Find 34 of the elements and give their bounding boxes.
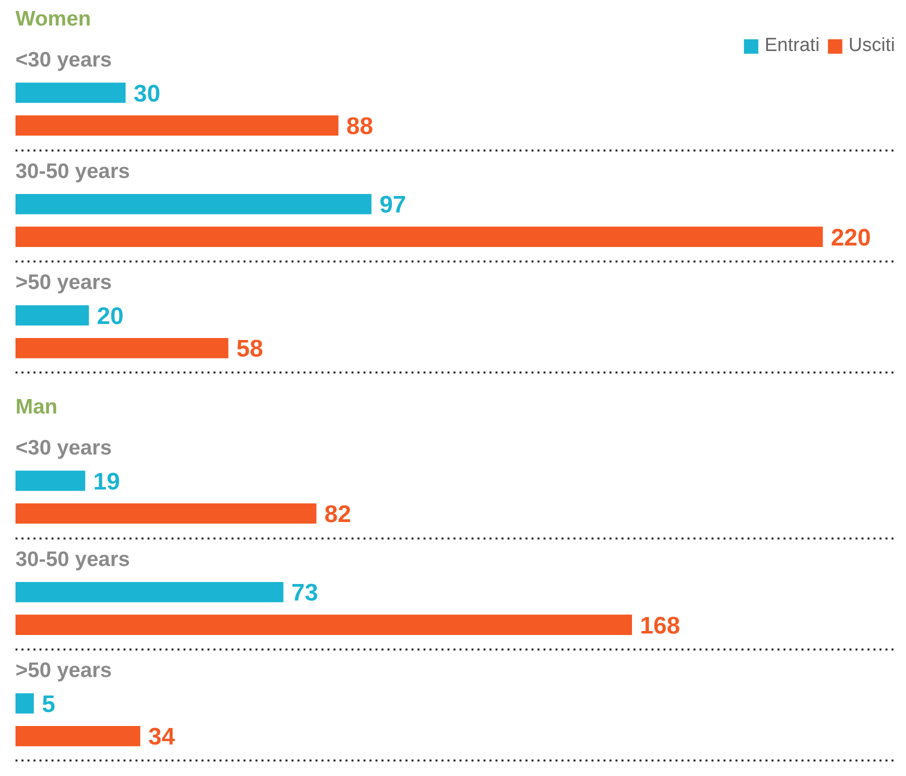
chart-title: Women [16, 8, 91, 30]
data-label: 73 [291, 580, 318, 607]
bar [16, 305, 89, 326]
data-label: 58 [236, 336, 264, 363]
y-tick-label: <30 years [16, 436, 112, 460]
chart-title: Man [16, 396, 58, 418]
data-label: 20 [96, 302, 124, 330]
data-label: 30 [134, 80, 160, 108]
data-label: 34 [148, 724, 176, 751]
data-label: 97 [379, 192, 406, 219]
bar [16, 338, 228, 358]
bar [16, 226, 823, 247]
bar [16, 582, 284, 602]
bar [16, 614, 632, 635]
data-label: 220 [830, 224, 871, 252]
y-tick-label: >50 years [16, 271, 112, 294]
y-tick-label: 30-50 years [16, 548, 130, 571]
data-label: 19 [93, 468, 120, 496]
bar [16, 115, 338, 136]
bar [16, 82, 126, 103]
bar [16, 693, 34, 714]
data-label: 82 [324, 501, 352, 528]
legend-label: Usciti [848, 35, 895, 57]
bar [16, 726, 140, 746]
legend-label: Entrati [764, 35, 820, 57]
bar [16, 194, 372, 214]
y-tick-label: 30-50 years [16, 160, 130, 183]
data-label: 5 [42, 690, 56, 718]
bar [16, 503, 316, 524]
data-label: 168 [640, 612, 680, 640]
y-tick-label: <30 years [16, 48, 112, 72]
y-tick-label: >50 years [16, 659, 112, 682]
bar [16, 470, 86, 491]
data-label: 88 [346, 113, 374, 140]
